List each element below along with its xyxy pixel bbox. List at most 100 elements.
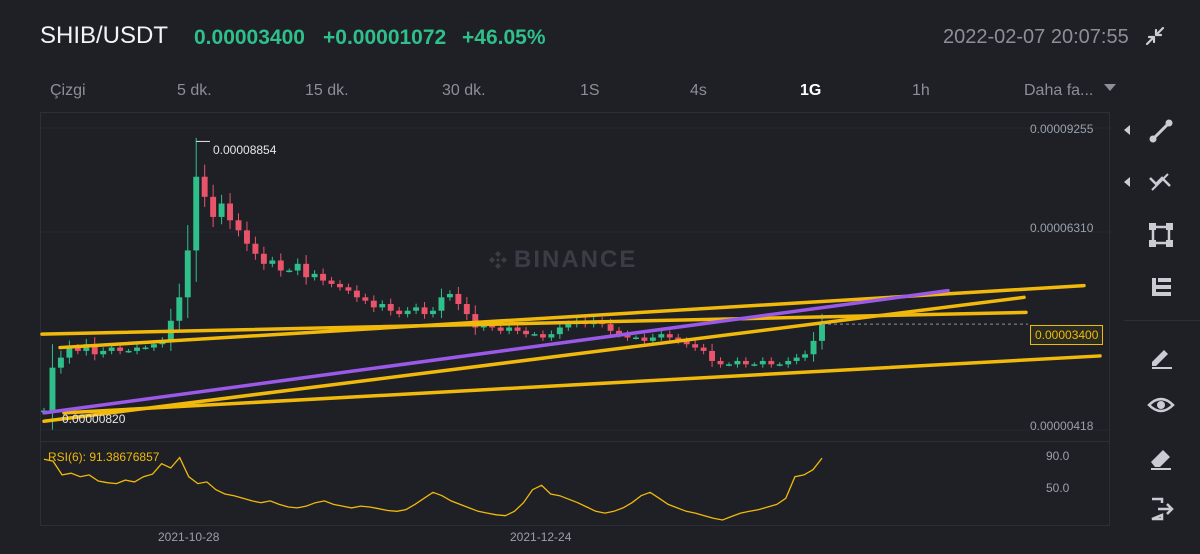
price-axis-label: 0.00006310 bbox=[1030, 221, 1094, 235]
candle-body bbox=[345, 287, 352, 291]
candle-body bbox=[320, 273, 327, 281]
candle-body bbox=[539, 334, 546, 338]
candle-body bbox=[759, 360, 766, 365]
candle-body bbox=[286, 270, 293, 273]
price-change-percent: +46.05% bbox=[462, 26, 546, 49]
candle-body bbox=[328, 280, 335, 284]
tab-30m[interactable]: 30 dk. bbox=[442, 82, 486, 99]
candle-body bbox=[142, 347, 149, 350]
tab-15m[interactable]: 15 dk. bbox=[305, 82, 349, 99]
pair-name[interactable]: SHIB/USDT bbox=[40, 22, 169, 49]
candle-body bbox=[776, 364, 783, 366]
candle-body bbox=[751, 364, 758, 366]
candle-body bbox=[184, 250, 191, 298]
candle-body bbox=[742, 360, 749, 365]
rsi-level-label: 90.0 bbox=[1046, 449, 1070, 463]
candle-body bbox=[726, 364, 732, 366]
candle-body bbox=[565, 324, 572, 328]
candle-body bbox=[523, 330, 529, 335]
candle-body bbox=[125, 350, 132, 353]
candle-body bbox=[734, 360, 741, 365]
candle-body bbox=[683, 340, 690, 345]
tab-5m[interactable]: 5 dk. bbox=[177, 82, 212, 99]
candle-body bbox=[294, 263, 301, 271]
candle-body bbox=[303, 263, 310, 278]
toolbar-divider bbox=[1124, 320, 1200, 321]
candle-body bbox=[252, 243, 259, 254]
candle-body bbox=[641, 337, 648, 341]
candle-body bbox=[117, 347, 124, 351]
timestamp: 2022-02-07 20:07:55 bbox=[943, 26, 1129, 48]
price-change: +0.00001072 bbox=[323, 26, 447, 49]
chart-panel[interactable] bbox=[40, 112, 1110, 526]
candle-body bbox=[49, 367, 56, 411]
date-axis-label: 2021-10-28 bbox=[158, 530, 220, 544]
candle-body bbox=[632, 337, 639, 340]
candle-body bbox=[455, 293, 462, 305]
tab-4h[interactable]: 4s bbox=[690, 82, 707, 99]
tab-line[interactable]: Çizgi bbox=[50, 82, 86, 99]
candle-body bbox=[379, 304, 386, 308]
rectangle-tool-icon[interactable] bbox=[1146, 220, 1176, 250]
price-axis-label: 0.00009255 bbox=[1030, 122, 1094, 136]
eraser-icon[interactable] bbox=[1146, 442, 1176, 472]
text-tool-icon[interactable] bbox=[1146, 272, 1176, 302]
candle-body bbox=[531, 334, 538, 336]
candle-body bbox=[227, 203, 234, 221]
candle-body bbox=[802, 354, 809, 358]
candle-body bbox=[210, 196, 217, 217]
date-axis-label: 2021-12-24 bbox=[510, 530, 572, 544]
trendline bbox=[58, 283, 1086, 350]
tab-1h-short[interactable]: 1S bbox=[580, 82, 600, 99]
drawing-toolbar bbox=[1124, 112, 1200, 532]
candle-body bbox=[616, 330, 623, 335]
candle-body bbox=[260, 253, 267, 264]
fib-tool-icon[interactable] bbox=[1146, 168, 1176, 198]
collapse-icon[interactable] bbox=[1143, 24, 1167, 48]
candle-body bbox=[548, 334, 555, 338]
candle-body bbox=[793, 357, 800, 361]
candle-body bbox=[666, 334, 673, 338]
candle-body bbox=[201, 176, 208, 197]
candle-body bbox=[337, 283, 343, 288]
candle-body bbox=[74, 347, 81, 351]
candle-body bbox=[700, 347, 707, 351]
candle-body bbox=[387, 304, 394, 311]
candle-body bbox=[607, 324, 614, 331]
candle-body bbox=[100, 350, 107, 355]
tab-1w[interactable]: 1h bbox=[912, 82, 930, 99]
line-tool-icon[interactable] bbox=[1146, 116, 1176, 146]
rsi-label: RSI(6): 91.38676857 bbox=[48, 450, 160, 464]
caret-left-icon[interactable] bbox=[1124, 125, 1130, 135]
trendline bbox=[40, 310, 1028, 336]
candle-body bbox=[277, 260, 284, 271]
exit-icon[interactable] bbox=[1146, 494, 1176, 524]
candle-body bbox=[649, 337, 656, 341]
candle-body bbox=[108, 347, 115, 351]
candle-body bbox=[810, 340, 817, 355]
candle-body bbox=[717, 360, 724, 365]
candle-body bbox=[134, 347, 140, 351]
trendline bbox=[62, 354, 1102, 415]
candle-body bbox=[514, 327, 521, 331]
chevron-down-icon[interactable] bbox=[1104, 84, 1116, 91]
watermark: BINANCE bbox=[514, 246, 638, 273]
eye-icon[interactable] bbox=[1146, 390, 1176, 420]
pen-icon[interactable] bbox=[1146, 340, 1176, 370]
candle-body bbox=[396, 310, 403, 315]
caret-left-icon[interactable] bbox=[1124, 177, 1130, 187]
high-price-label: 0.00008854 bbox=[213, 143, 277, 157]
candle-body bbox=[91, 344, 98, 355]
trendline bbox=[42, 295, 1026, 424]
tab-1d[interactable]: 1G bbox=[800, 82, 822, 99]
rsi-level-label: 50.0 bbox=[1046, 481, 1070, 495]
candle-body bbox=[362, 297, 369, 301]
tab-more[interactable]: Daha fa... bbox=[1024, 82, 1094, 99]
candle-body bbox=[497, 327, 504, 331]
candle-body bbox=[709, 350, 716, 361]
candle-body bbox=[658, 334, 665, 338]
price-axis-label: 0.00000418 bbox=[1030, 419, 1094, 433]
candle-body bbox=[506, 327, 513, 331]
candle-body bbox=[556, 327, 563, 335]
